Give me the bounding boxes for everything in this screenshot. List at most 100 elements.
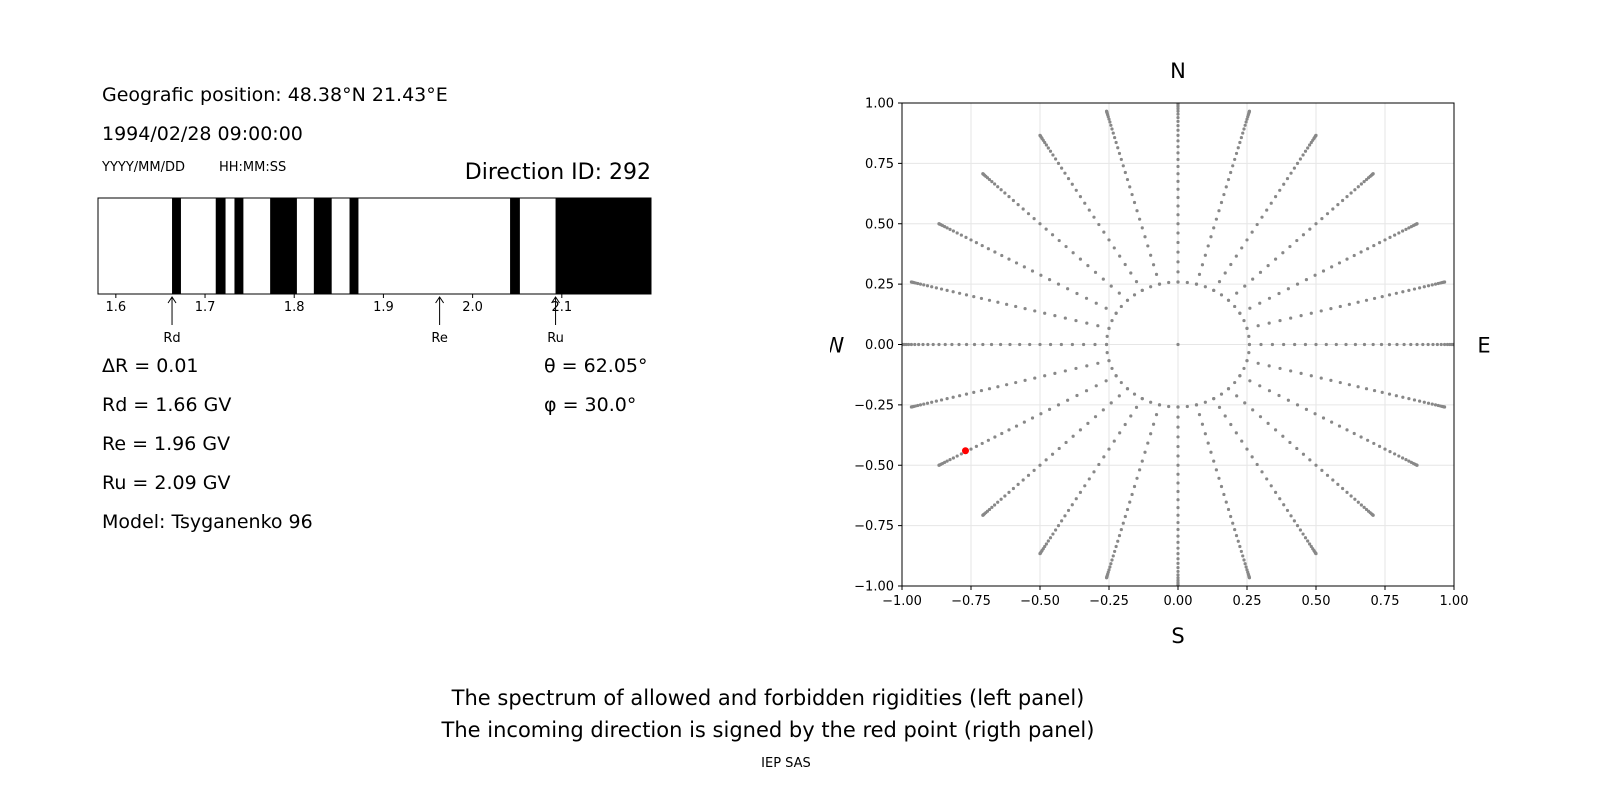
direction-point [1102, 230, 1106, 234]
direction-point [1176, 270, 1180, 274]
direction-point [1050, 233, 1055, 237]
direction-point [1324, 342, 1328, 347]
direction-point [1135, 476, 1139, 480]
direction-point [945, 288, 949, 292]
north-label: N [1170, 59, 1186, 83]
direction-point [1233, 380, 1237, 385]
direction-point [1130, 192, 1134, 197]
direction-point [972, 342, 977, 347]
direction-point [1219, 484, 1224, 489]
direction-point [1176, 112, 1180, 116]
direction-point [1247, 351, 1251, 355]
direction-point [1278, 188, 1282, 192]
direction-point [1259, 342, 1263, 347]
direction-point [1319, 376, 1323, 380]
direction-point [1048, 342, 1053, 347]
direction-point [1329, 307, 1333, 311]
direction-point [1377, 444, 1382, 448]
direction-point [1235, 394, 1239, 398]
direction-point [934, 286, 938, 290]
direction-point [1258, 301, 1262, 305]
spectrum-tick-label: 2.0 [462, 300, 483, 315]
direction-point [951, 229, 955, 233]
direction-point [1044, 542, 1048, 546]
direction-point [918, 403, 923, 407]
direction-point [1143, 235, 1147, 239]
direction-point [1295, 238, 1299, 243]
direction-point [1304, 407, 1309, 411]
direction-point [1117, 291, 1121, 295]
direction-point [1063, 171, 1067, 175]
direction-point [1176, 569, 1180, 574]
direction-point [1107, 238, 1111, 242]
direction-point [987, 298, 992, 302]
direction-point [1060, 519, 1064, 523]
direction-point [1044, 458, 1048, 462]
direction-point [1014, 424, 1019, 428]
direction-point [1203, 400, 1207, 404]
direction-point [1233, 527, 1237, 532]
direction-point [1108, 565, 1112, 569]
direction-point [1114, 311, 1118, 315]
direction-point [1083, 484, 1087, 488]
direction-point [1102, 455, 1106, 459]
direction-point [1214, 468, 1218, 472]
direction-point [1083, 201, 1087, 205]
y-tick-label: 0.75 [865, 157, 894, 172]
direction-point [1038, 222, 1042, 226]
direction-point [1053, 528, 1058, 532]
direction-point [1359, 435, 1363, 439]
direction-point [1101, 277, 1105, 281]
direction-point [1005, 383, 1009, 387]
direction-point [1255, 462, 1259, 467]
direction-point [1245, 238, 1249, 242]
direction-point [1286, 398, 1290, 402]
direction-point [1075, 393, 1079, 398]
direction-point [1146, 244, 1150, 248]
direction-point [1404, 227, 1408, 231]
direction-point [987, 387, 992, 391]
direction-point [1026, 212, 1031, 216]
direction-point [1200, 263, 1205, 267]
x-tick-label: −0.75 [951, 594, 991, 609]
direction-point [1366, 247, 1370, 251]
direction-point [1112, 246, 1116, 250]
direction-point [1212, 397, 1216, 401]
direction-point [1074, 497, 1078, 501]
x-tick-label: −0.50 [1020, 594, 1060, 609]
direction-point [1273, 428, 1278, 432]
direction-point [1104, 109, 1109, 113]
direction-point [1023, 307, 1027, 311]
direction-point [1087, 208, 1091, 212]
direction-point [1418, 399, 1422, 403]
direction-point [1176, 576, 1180, 580]
direction-point [1064, 440, 1068, 445]
direction-point [996, 185, 1000, 189]
direction-point [1319, 309, 1323, 313]
direction-point [1238, 374, 1242, 378]
direction-point [1340, 486, 1345, 491]
direction-point [1114, 140, 1118, 145]
direction-point [1118, 254, 1122, 258]
direction-point [1345, 257, 1349, 261]
direction-point [1269, 484, 1273, 488]
direction-point [1051, 532, 1055, 536]
direction-point [981, 513, 985, 517]
direction-point [1032, 468, 1036, 473]
phi-value: φ = 30.0° [544, 394, 637, 416]
x-tick-label: 0.00 [1164, 594, 1193, 609]
direction-point [1295, 524, 1300, 528]
direction-point [1245, 117, 1249, 121]
direction-point [1435, 342, 1439, 347]
direction-point [1107, 359, 1111, 363]
direction-point [1336, 203, 1340, 207]
y-tick-label: −0.75 [854, 519, 894, 534]
theta-value: θ = 62.05° [544, 355, 648, 377]
direction-point [909, 405, 914, 409]
direction-point [1066, 398, 1070, 402]
direction-point [1336, 482, 1340, 486]
direction-point [1331, 478, 1335, 482]
direction-point [980, 441, 984, 446]
direction-point [1407, 459, 1411, 463]
direction-point [996, 300, 1000, 304]
